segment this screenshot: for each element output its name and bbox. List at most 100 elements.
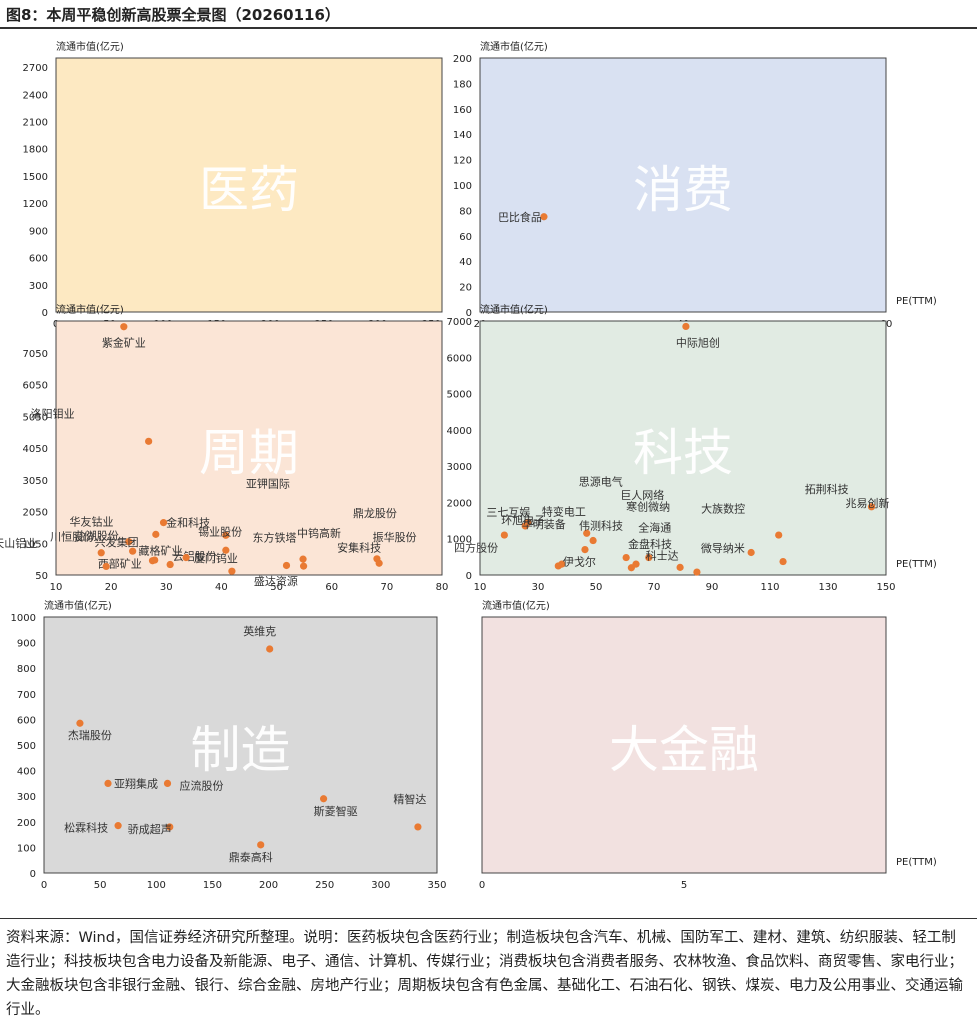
y-tick-label: 140 bbox=[453, 130, 472, 141]
y-tick-label: 2050 bbox=[23, 508, 48, 519]
data-point bbox=[676, 563, 684, 571]
y-tick-label: 300 bbox=[17, 792, 36, 803]
panel-4: 制造 流通市值(亿元) 0 50 100 150 200 250 300 350 0 100 200 30… bbox=[11, 599, 447, 891]
x-tick-label: 150 bbox=[876, 582, 895, 593]
y-tick-label: 6000 bbox=[447, 353, 472, 364]
point-label: 川恒股份 bbox=[50, 530, 94, 543]
y-tick-label: 400 bbox=[17, 767, 36, 778]
data-point bbox=[540, 213, 548, 221]
data-point bbox=[182, 553, 190, 562]
point-label: 天山铝业 bbox=[0, 536, 37, 550]
figure-title: 图8：本周平稳创新高股票全景图（20260116） bbox=[6, 6, 340, 24]
point-label: 盐湖股份 bbox=[75, 530, 119, 543]
y-tick-label: 20 bbox=[459, 283, 472, 294]
x-tick-label: 100 bbox=[147, 880, 166, 891]
data-point bbox=[114, 822, 122, 830]
x-tick-label: 30 bbox=[532, 582, 545, 593]
x-tick-label: 70 bbox=[380, 582, 393, 593]
data-point bbox=[589, 536, 597, 545]
point-label: 锡业股份 bbox=[198, 525, 242, 539]
x-tick-label: 50 bbox=[590, 582, 603, 593]
x-tick-label: 0 bbox=[479, 880, 485, 891]
point-label: 寒创微纳 bbox=[626, 500, 670, 514]
point-label: 伟测科技 bbox=[579, 519, 623, 533]
y-tick-label: 2400 bbox=[23, 90, 48, 101]
point-label: 特变电工 bbox=[542, 504, 586, 518]
y-tick-label: 6050 bbox=[23, 381, 48, 392]
y-tick-label: 0 bbox=[466, 308, 472, 319]
data-point bbox=[102, 562, 110, 571]
plot-area bbox=[55, 57, 443, 313]
x-tick-label: 110 bbox=[760, 582, 779, 593]
x-tick-label: 10 bbox=[474, 582, 487, 593]
y-tick-label: 1050 bbox=[23, 539, 48, 550]
data-point bbox=[163, 779, 172, 788]
plot-area bbox=[479, 57, 887, 313]
point-label: 鼎龙股份 bbox=[353, 507, 397, 520]
data-point bbox=[775, 531, 783, 539]
point-label: 杰瑞股份 bbox=[68, 728, 112, 742]
y-tick-label: 7050 bbox=[23, 349, 48, 360]
point-label: 鼎泰高科 bbox=[229, 850, 273, 864]
y-tick-label: 2700 bbox=[23, 63, 48, 74]
point-label: 中钨高新 bbox=[297, 526, 341, 540]
data-point bbox=[682, 322, 690, 331]
point-label: 亚钾国际 bbox=[246, 476, 290, 490]
y-tick-label: 4050 bbox=[23, 444, 48, 455]
point-label: 大族数控 bbox=[701, 502, 745, 516]
x-tick-label: 300 bbox=[371, 880, 390, 891]
point-label: 金和科技 bbox=[166, 516, 210, 530]
point-label: 精智达 bbox=[393, 792, 426, 806]
x-tick-label: 150 bbox=[203, 880, 222, 891]
y-tick-label: 2000 bbox=[447, 498, 472, 509]
y-tick-label: 180 bbox=[453, 79, 472, 90]
y-tick-label: 0 bbox=[466, 571, 472, 582]
data-point bbox=[779, 557, 787, 566]
plot-area bbox=[481, 616, 887, 874]
data-point bbox=[151, 556, 159, 564]
data-point bbox=[222, 531, 230, 539]
data-point bbox=[97, 549, 105, 557]
point-label: 亚翔集成 bbox=[114, 776, 158, 790]
x-tick-label: 80 bbox=[436, 582, 449, 593]
panel-title: 科技 bbox=[633, 424, 733, 482]
y-axis-label: 流通市值(亿元) bbox=[56, 40, 124, 53]
data-point bbox=[104, 779, 112, 788]
data-point bbox=[129, 547, 137, 555]
point-label: 安集科技 bbox=[337, 540, 381, 554]
point-label: 应流股份 bbox=[180, 778, 224, 792]
panel-title: 医药 bbox=[199, 161, 299, 219]
x-tick-label: 50 bbox=[270, 582, 283, 593]
panel-3: 科技 流通市值(亿元) PE(TTM) 10 30 50 70 90 110 130 150 0 100… bbox=[447, 303, 937, 593]
y-tick-label: 60 bbox=[459, 232, 472, 243]
x-tick-label: 200 bbox=[259, 880, 278, 891]
x-tick-label: 20 bbox=[105, 582, 118, 593]
data-point bbox=[867, 503, 876, 511]
x-tick-label: 90 bbox=[706, 582, 719, 593]
point-label: 拓荆科技 bbox=[805, 482, 849, 496]
y-tick-label: 1200 bbox=[23, 199, 48, 210]
point-label: 松霖科技 bbox=[64, 821, 108, 835]
y-tick-label: 120 bbox=[453, 156, 472, 167]
data-point bbox=[319, 795, 328, 803]
y-tick-label: 800 bbox=[17, 664, 36, 675]
y-tick-label: 600 bbox=[29, 254, 48, 265]
y-tick-label: 5000 bbox=[447, 390, 472, 401]
data-point bbox=[166, 560, 174, 569]
data-point bbox=[159, 519, 168, 527]
point-label: 伊戈尔 bbox=[563, 556, 596, 569]
y-tick-label: 0 bbox=[30, 869, 36, 880]
y-tick-label: 300 bbox=[29, 281, 48, 292]
x-axis-label: PE(TTM) bbox=[896, 296, 937, 307]
point-label: 兆易创新 bbox=[846, 496, 890, 510]
data-point bbox=[282, 561, 291, 570]
data-point bbox=[645, 553, 653, 562]
y-tick-label: 100 bbox=[17, 843, 36, 854]
point-label: 盛达资源 bbox=[254, 574, 298, 588]
y-tick-label: 700 bbox=[17, 690, 36, 701]
y-axis-label: 流通市值(亿元) bbox=[56, 303, 124, 316]
point-label: 英维克 bbox=[243, 624, 276, 638]
scatter-chart-grid: 医药流通市值(亿元)050100150200250300350030060090… bbox=[0, 40, 937, 891]
point-label: 华明装备 bbox=[522, 517, 566, 531]
point-label: 斯菱智驱 bbox=[314, 804, 358, 818]
